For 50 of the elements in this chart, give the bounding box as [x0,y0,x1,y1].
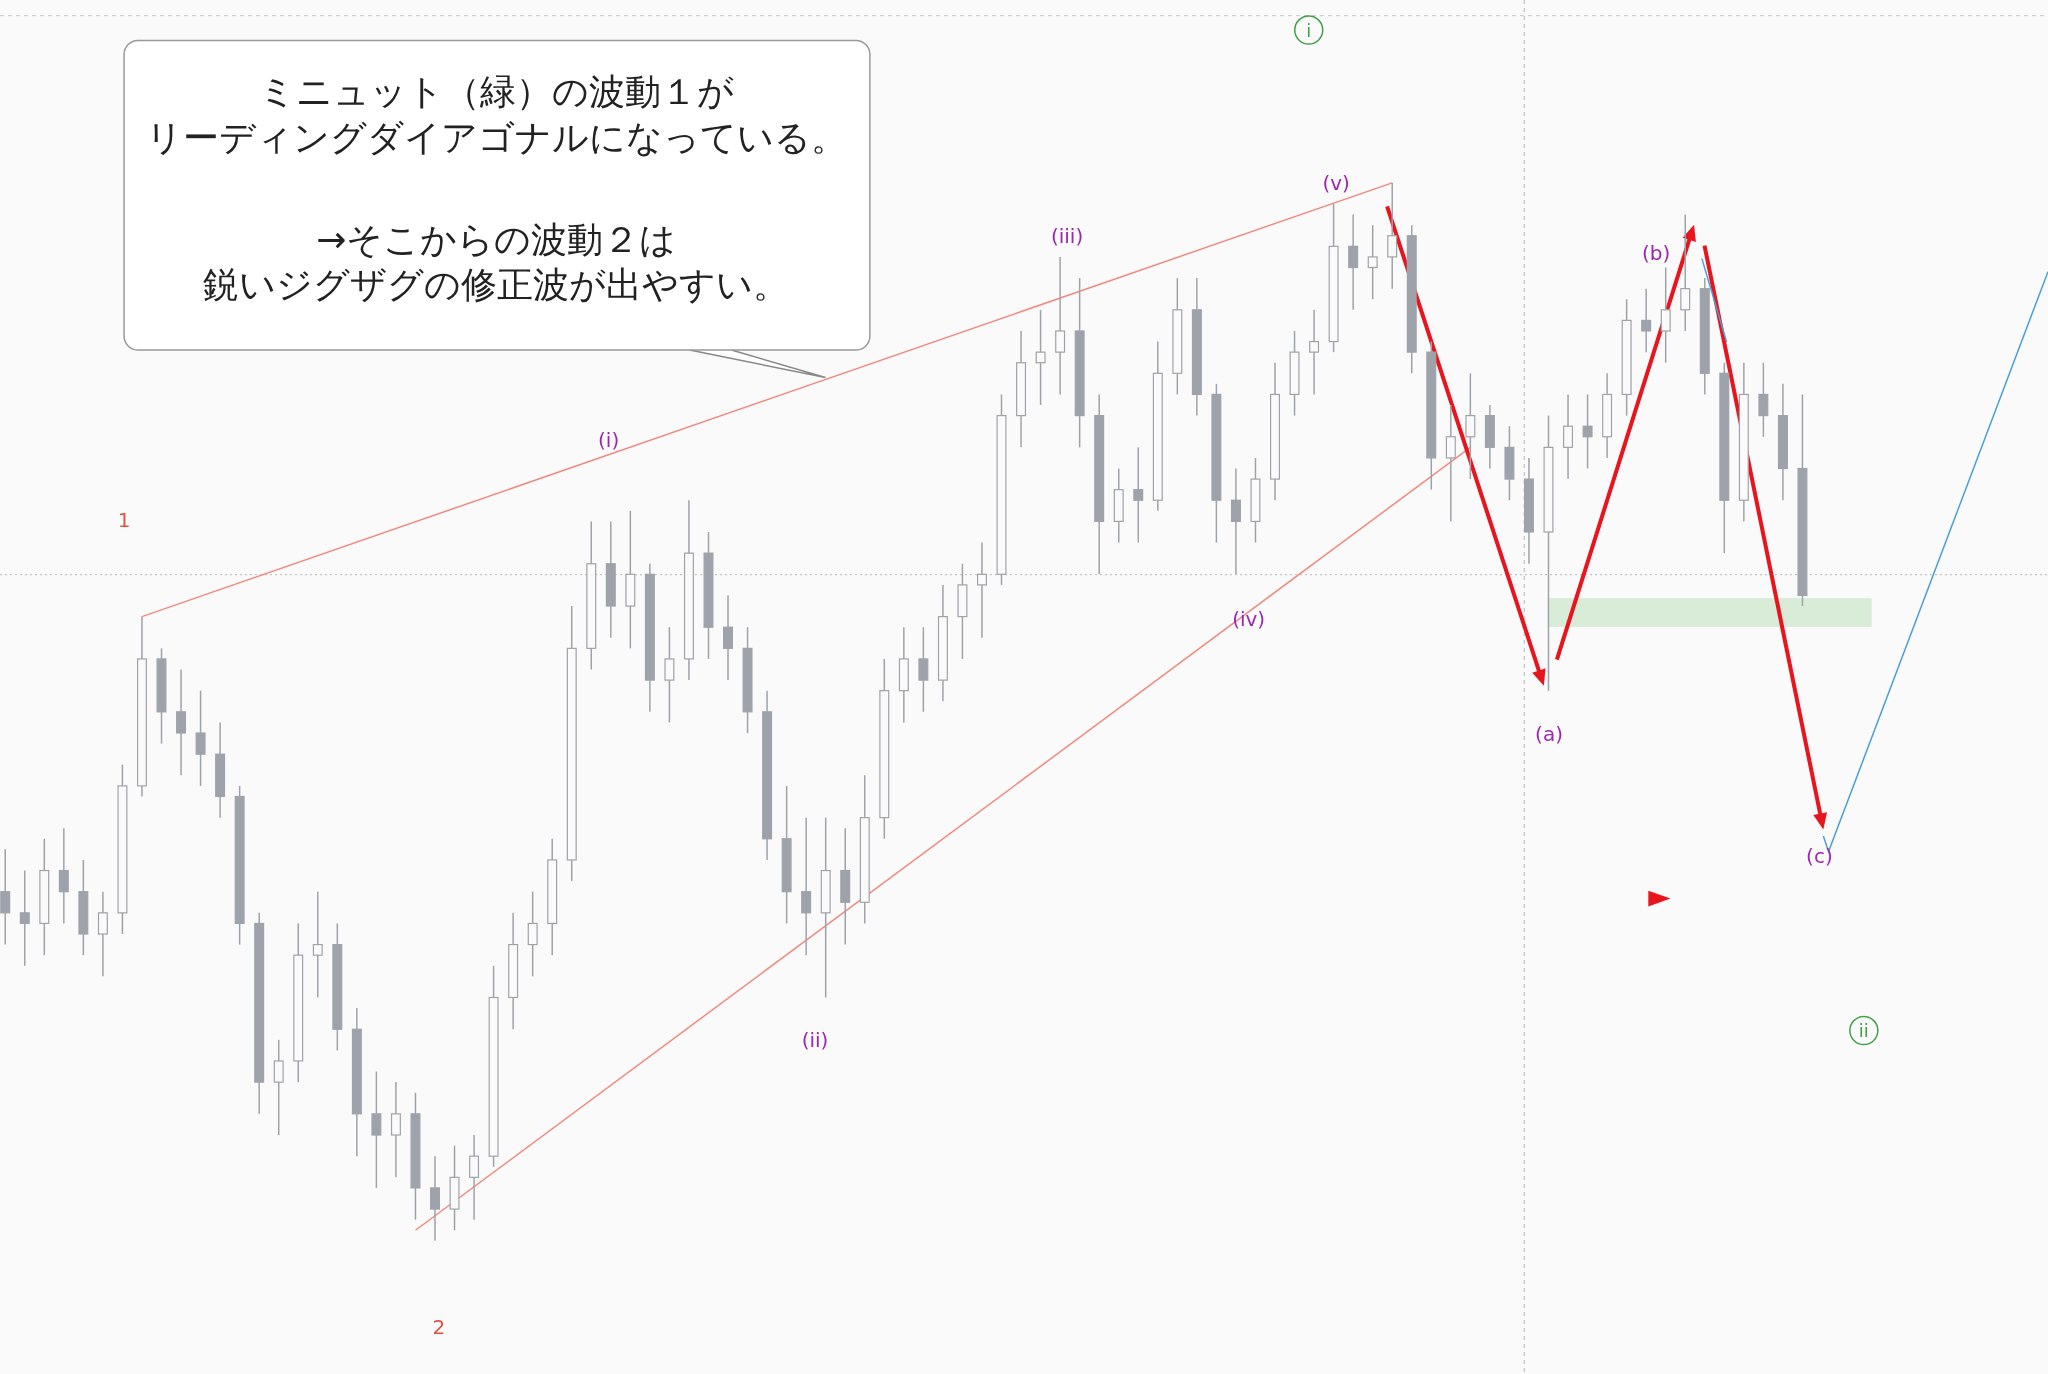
candlestick [312,890,323,999]
candlestick [976,541,987,639]
candlestick [371,1070,382,1189]
candlestick [918,626,929,713]
candlestick [1387,182,1398,290]
annotation: (v) [1322,170,1350,195]
candlestick [1641,287,1652,353]
annotation: (iv) [1232,607,1266,632]
text: i [1306,19,1312,41]
candlestick [1035,309,1046,406]
candlestick [723,594,734,681]
annotation: →そこからの波動２は [316,218,677,260]
annotation: (iii) [1050,224,1084,249]
text: リーディングダイアゴナルになっている。 [145,116,847,158]
candlestick [1348,213,1359,311]
candlestick [1660,266,1671,364]
candlestick [176,668,187,777]
candlestick [1563,393,1574,480]
candlestick [1582,393,1593,470]
annotation: (c) [1806,843,1833,868]
annotation: (ii) [801,1027,829,1052]
annotation: (i) [598,428,620,453]
candlestick [1133,446,1144,544]
candlestick [1367,224,1378,300]
candlestick [430,1155,440,1242]
text: ii [1858,1020,1869,1042]
candlestick [0,848,11,946]
candlestick [469,1134,480,1221]
text: 2 [432,1315,446,1340]
candlestick [1758,361,1769,438]
candlestick [1445,404,1456,523]
candlestick [273,1039,284,1136]
candlestick [390,1081,401,1179]
annotation: 鋭いジグザグの修正波が出やすい。 [203,264,790,306]
candlestick [1230,467,1241,576]
candlestick [19,869,30,967]
candlestick [58,827,69,925]
candlestick [1055,256,1066,396]
candlestick [1680,213,1691,332]
candlestick [195,689,206,787]
annotation: (a) [1535,722,1563,747]
candlestick [527,890,538,978]
text: ミニュット（緑）の波動１が [258,70,734,112]
candlestick [1309,309,1320,396]
annotation: (b) [1642,241,1671,266]
candlestick [664,626,675,724]
candlestick [1465,372,1476,480]
candlestick [97,890,108,978]
annotation: 1 [117,507,131,532]
candlestick [801,816,812,956]
